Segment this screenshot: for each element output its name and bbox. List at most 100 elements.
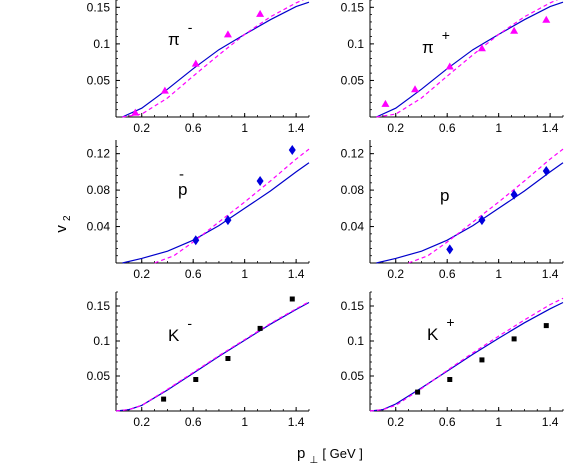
particle-label: p [178,180,187,199]
dashed-model-curve [154,148,310,264]
data-point-diamond [478,215,486,226]
data-point-diamond [446,244,454,255]
particle-charge: - [187,315,192,331]
panel-2: 0.2 0.6 1 1.40.050.10.15π+ [341,0,564,135]
x-tick-label: 0.2 [133,121,150,135]
x-tick-label: 0.6 [185,121,202,135]
panel-1: 0.2 0.6 1 1.4 0.05 0.1 0.15 π- [87,0,310,135]
solid-model-curve [122,1,310,118]
particle-label: K+ [427,314,455,344]
x-axis-title: p ⊥ [ GeV ] [297,445,363,467]
y-tick-label: 0.15 [87,299,111,313]
particle-label: π+ [422,27,450,57]
x-tick-label: 1.4 [288,267,305,281]
y-tick-label: 0.12 [87,147,111,161]
x-tick-label: 1 [241,415,248,429]
y-axis-title-subscript: 2 [62,215,73,221]
y-tick-label: 0.12 [341,147,365,161]
data-point-diamond [542,165,550,176]
x-axis-title-subscript: ⊥ [310,455,319,466]
panel-5: 0.2 0.6 1 1.4 0.05 0.1 0.15 K- [87,291,310,429]
data-point-triangle [256,9,265,17]
x-tick-label: 0.6 [439,267,456,281]
data-point-square [257,325,263,331]
y-tick-label: 0.15 [341,0,365,14]
data-point-diamond [192,235,200,246]
x-tick-label: 1 [495,121,502,135]
data-point-square [289,296,295,302]
y-axis-title-main: v [53,225,70,233]
solid-model-curve [115,301,310,412]
data-point-triangle [445,62,454,70]
data-point-triangle [411,85,420,93]
y-tick-label: 0.05 [87,73,111,87]
x-tick-label: 0.2 [133,415,150,429]
x-axis-title-main: p [297,445,305,462]
x-tick-label: 1.4 [542,267,559,281]
x-tick-label: 1 [241,121,248,135]
particle-symbol: p [440,186,449,205]
x-tick-label: 0.6 [185,267,202,281]
x-tick-label: 1.4 [288,415,305,429]
data-point-square [415,389,421,395]
data-point-diamond [224,215,232,226]
x-tick-label: 0.2 [133,267,150,281]
x-tick-label: 0.6 [439,121,456,135]
antiparticle-bar: - [179,166,184,183]
dashed-model-curve [115,301,310,412]
data-point-triangle [510,26,519,34]
particle-label: p [440,186,449,205]
y-tick-label: 0.1 [93,37,110,51]
particle-symbol: p [178,180,187,199]
data-point-square [225,356,231,361]
data-point-square [447,377,453,382]
y-axis-title: v 2 [53,215,73,233]
data-point-diamond [256,176,264,186]
particle-symbol: K [168,326,180,345]
panel-6: 0.2 0.6 1 1.40.050.10.15K+ [341,291,564,429]
solid-model-curve [122,162,310,264]
data-point-triangle [223,30,232,38]
y-tick-label: 0.1 [93,334,110,348]
x-tick-label: 0.6 [185,415,202,429]
panel-4: 0.2 0.6 1 1.4 0.04 0.08 0.12 p [341,140,564,281]
x-tick-label: 1.4 [542,415,559,429]
data-point-triangle [381,99,390,107]
dashed-model-curve [376,0,559,118]
x-tick-label: 1 [495,267,502,281]
solid-model-curve [376,1,564,118]
y-tick-label: 0.15 [341,299,365,313]
dashed-model-curve [408,148,564,264]
particle-label: π- [168,19,193,49]
y-tick-label: 0.15 [87,0,111,14]
y-tick-label: 0.1 [347,37,364,51]
particle-charge: + [442,27,450,43]
y-tick-label: 0.08 [341,183,365,197]
solid-model-curve [369,301,564,412]
data-point-square [161,396,167,402]
x-tick-label: 0.6 [439,415,456,429]
data-point-square [511,336,517,342]
y-tick-label: 0.05 [341,73,365,87]
solid-model-curve [376,162,564,264]
y-tick-label: 0.08 [87,183,111,197]
panel-3: 0.2 0.6 1 1.4 0.04 0.08 0.12 p- [87,140,310,281]
x-axis-title-unit: [ GeV ] [322,446,362,461]
particle-symbol: K [427,325,439,344]
data-point-triangle [160,86,169,94]
data-point-triangle [477,44,486,52]
x-tick-label: 1 [495,415,502,429]
particle-symbol: π [422,38,434,57]
data-point-square [479,357,485,363]
x-tick-label: 0.2 [387,267,404,281]
data-point-square [193,377,199,382]
x-tick-label: 1.4 [288,121,305,135]
x-tick-label: 0.2 [387,415,404,429]
dashed-model-curve [122,0,305,118]
particle-symbol: π [168,30,180,49]
dashed-model-curve [369,297,564,412]
particle-label: K- [168,315,192,345]
y-tick-label: 0.04 [341,220,365,234]
particle-charge: + [446,314,454,330]
